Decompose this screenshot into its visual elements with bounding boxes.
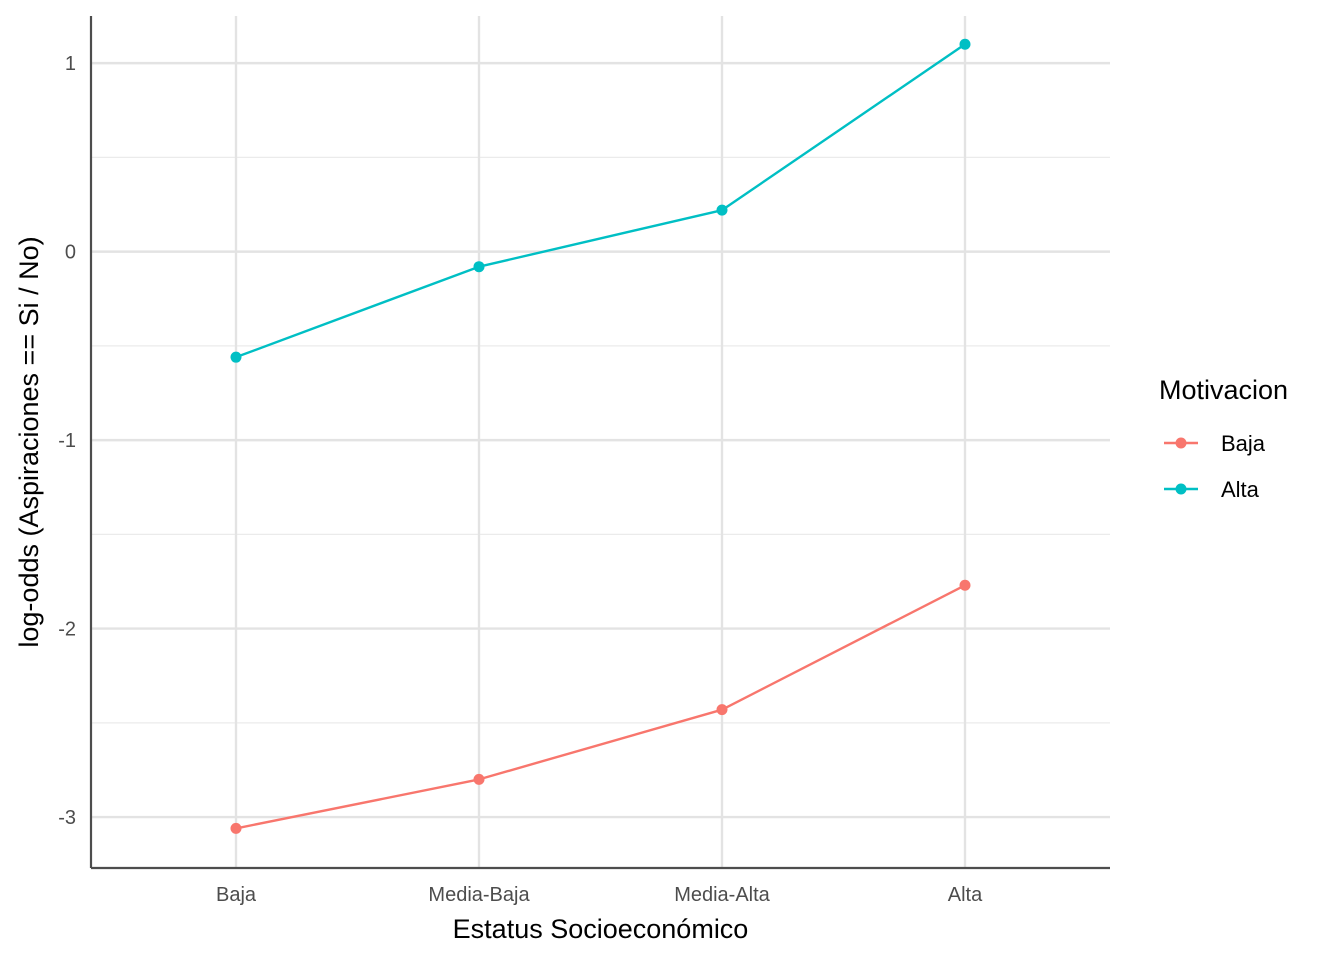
series-alta [230, 38, 971, 363]
y-tick-label: -2 [58, 619, 76, 641]
legend-key-point [1175, 483, 1187, 495]
y-tick-label: -1 [58, 430, 76, 452]
y-tick-label: 0 [65, 242, 76, 264]
series-baja [230, 579, 971, 834]
data-point [716, 204, 728, 216]
grid [91, 16, 1110, 868]
data-point [230, 351, 242, 363]
legend-label: Alta [1221, 477, 1260, 502]
y-tick-label: -3 [58, 807, 76, 829]
data-point [959, 38, 971, 50]
data-point [959, 579, 971, 591]
x-tick-label: Media-Alta [674, 884, 770, 906]
legend-label: Baja [1221, 431, 1266, 456]
y-axis-title: log-odds (Aspiraciones == Si / No) [14, 236, 44, 647]
x-tick-label: Alta [948, 884, 983, 906]
data-point [230, 822, 242, 834]
data-point [473, 261, 485, 273]
legend-key-point [1175, 437, 1187, 449]
legend-items: Baja Alta [1164, 431, 1266, 502]
x-axis-title: Estatus Socioeconómico [453, 914, 749, 944]
series [230, 38, 971, 834]
legend-item-alta: Alta [1164, 477, 1260, 502]
x-tick-label: Media-Baja [428, 884, 530, 906]
x-tick-label: Baja [216, 884, 257, 906]
legend: Motivacion Baja Alta [1159, 375, 1288, 502]
data-point [473, 773, 485, 785]
tick-labels: 1 0 -1 -2 -3 Baja Media-Baja Media-Alta Alta [58, 53, 983, 906]
series-line [235, 584, 966, 830]
legend-title: Motivacion [1159, 375, 1288, 405]
y-tick-label: 1 [65, 53, 76, 75]
legend-item-baja: Baja [1164, 431, 1266, 456]
data-point [716, 704, 728, 716]
axes [89, 16, 1110, 870]
series-line [235, 43, 966, 359]
